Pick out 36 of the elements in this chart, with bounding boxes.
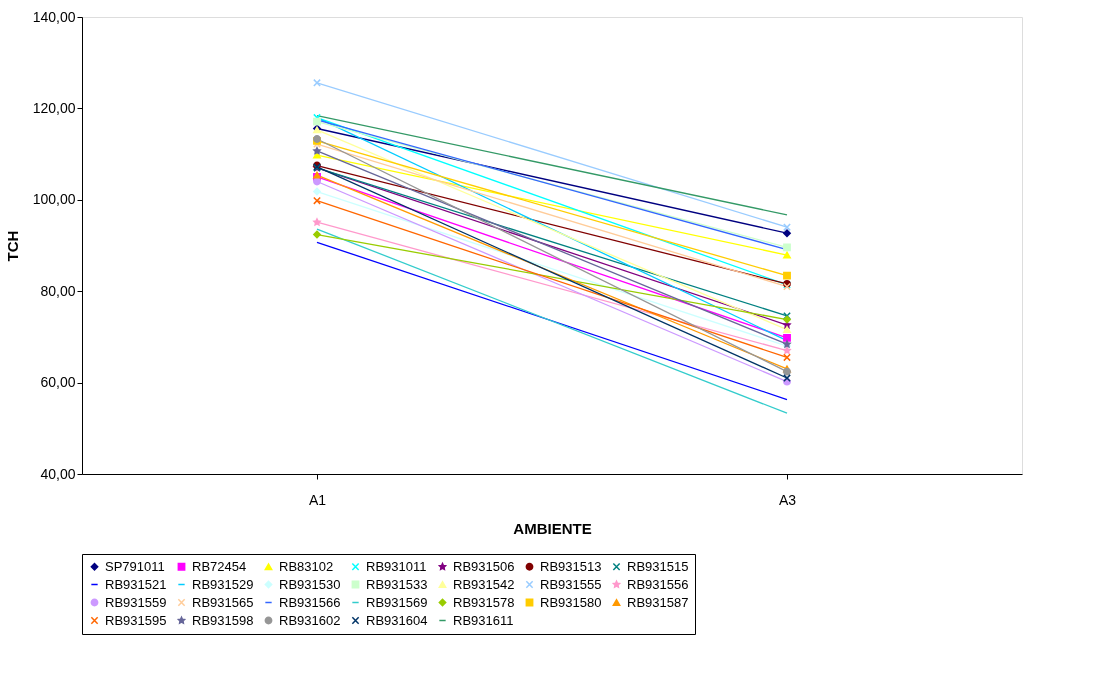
legend-label: RB931587	[627, 594, 689, 610]
legend-label: RB931602	[279, 612, 341, 628]
y-tick-label: 80,00	[40, 282, 76, 299]
y-tick-label: 40,00	[40, 465, 76, 482]
legend-label: RB931569	[366, 594, 428, 610]
legend-label: RB931611	[453, 612, 514, 628]
legend-label: RB931559	[105, 594, 167, 610]
y-tick-label: 60,00	[40, 374, 76, 391]
legend-label: RB931533	[366, 576, 428, 592]
legend-label: RB931556	[627, 576, 689, 592]
legend-label: RB83102	[279, 558, 334, 574]
legend-label: RB931529	[192, 576, 254, 592]
legend-label: RB931566	[279, 594, 341, 610]
x-tick-label: A1	[308, 491, 327, 508]
legend-label: RB931565	[192, 594, 254, 610]
y-tick-label: 120,00	[32, 99, 76, 116]
legend-label: RB931011	[366, 558, 427, 574]
legend-label: RB931542	[453, 576, 515, 592]
legend-label: RB931595	[105, 612, 167, 628]
legend-label: RB931604	[366, 612, 428, 628]
y-axis-title: TCH	[3, 230, 21, 262]
legend-label: RB931521	[105, 576, 167, 592]
legend-label: SP791011	[105, 558, 165, 574]
legend-label: RB931580	[540, 594, 602, 610]
y-tick-label: 140,00	[32, 8, 76, 25]
legend-label: RB931555	[540, 576, 602, 592]
x-tick-label: A3	[778, 491, 797, 508]
legend-label: RB931515	[627, 558, 689, 574]
y-tick-label: 100,00	[32, 191, 76, 208]
legend-label: RB931506	[453, 558, 515, 574]
legend-label: RB931513	[540, 558, 602, 574]
legend-label: RB931530	[279, 576, 341, 592]
legend-label: RB931598	[192, 612, 254, 628]
x-axis-title: AMBIENTE	[513, 519, 592, 537]
legend-label: RB931578	[453, 594, 515, 610]
legend-label: RB72454	[192, 558, 247, 574]
